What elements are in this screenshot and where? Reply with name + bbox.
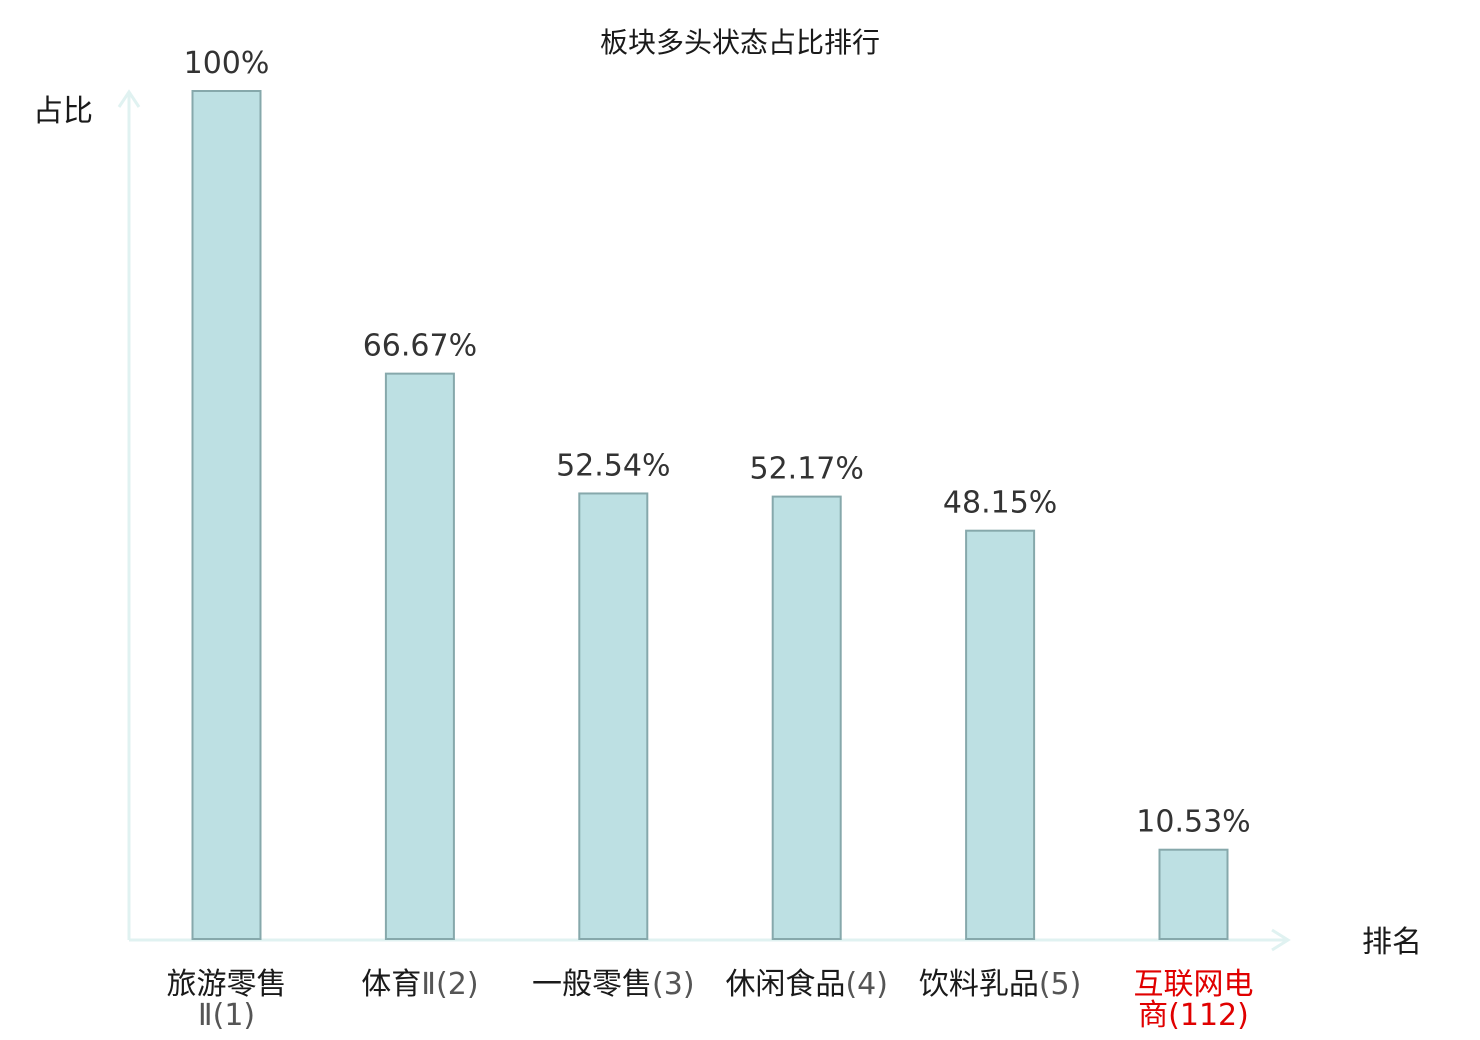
x-axis-label: 排名 <box>1362 925 1422 960</box>
bar <box>965 529 1036 940</box>
category-label: 体育Ⅱ(2) <box>361 967 478 1002</box>
bar-value-label: 48.15% <box>943 486 1057 521</box>
bar <box>384 372 455 940</box>
axes <box>117 89 1291 952</box>
bar <box>1158 848 1229 941</box>
bar <box>578 492 649 940</box>
bar-value-label: 66.67% <box>363 329 477 364</box>
category-label: Ⅱ(1) <box>198 998 255 1033</box>
value-labels-group: 100% 66.67% 52.54% 52.17% 48.15% 10.53% <box>184 46 1251 840</box>
category-label: 饮料乳品(5) <box>919 967 1082 1002</box>
bar <box>191 90 262 940</box>
category-label: 休闲食品(4) <box>725 967 888 1002</box>
bar-value-label: 10.53% <box>1136 805 1250 840</box>
bar-value-label: 52.54% <box>556 448 670 483</box>
x-axis-arrow <box>1271 928 1291 952</box>
bar-value-label: 100% <box>184 46 270 81</box>
chart-title: 板块多头状态占比排行 <box>600 26 880 59</box>
bars-group <box>191 90 1229 941</box>
category-label: 商(112) <box>1138 998 1249 1033</box>
bar <box>771 495 842 940</box>
y-axis-label: 占比 <box>33 94 93 129</box>
category-label: 旅游零售 <box>167 967 287 1002</box>
bar-value-label: 52.17% <box>750 452 864 487</box>
category-label: 一般零售(3) <box>532 967 695 1002</box>
category-label: 互联网电 <box>1134 967 1254 1002</box>
y-axis-arrow <box>117 89 141 108</box>
